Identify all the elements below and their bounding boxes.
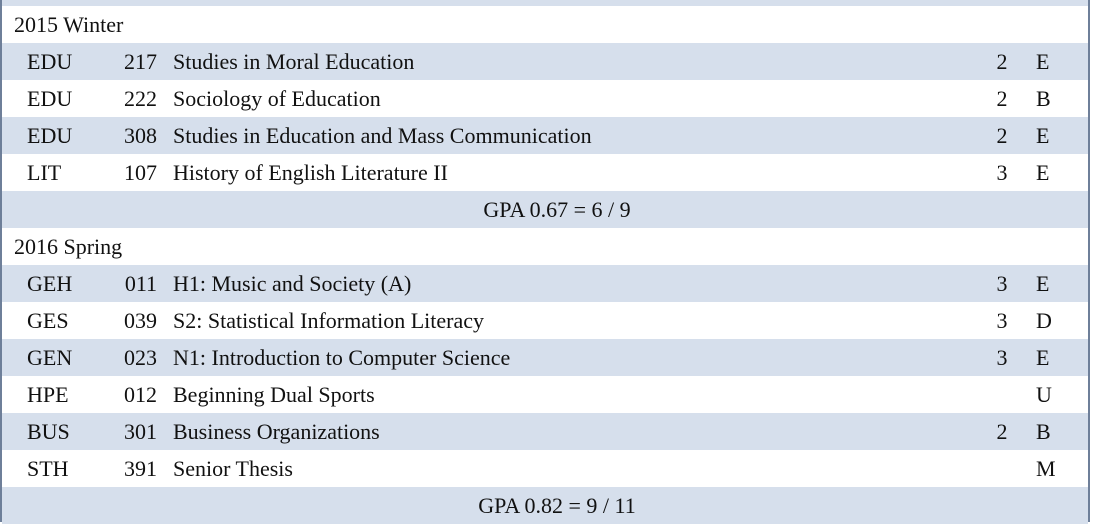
gpa-summary-row: GPA 0.82 = 9 / 11 <box>2 487 1088 524</box>
course-title: Studies in Education and Mass Communicat… <box>173 122 592 148</box>
course-number: 012 <box>124 381 157 407</box>
top-band <box>2 0 1088 6</box>
course-row: HPE 012 Beginning Dual Sports U <box>2 376 1088 413</box>
course-credits: 2 <box>996 48 1008 74</box>
course-credits: 3 <box>996 270 1008 296</box>
course-number: 107 <box>124 159 157 185</box>
course-dept: STH <box>27 455 69 481</box>
gpa-summary: GPA 0.82 = 9 / 11 <box>478 492 636 518</box>
course-title: History of English Literature II <box>173 159 448 185</box>
course-title: S2: Statistical Information Literacy <box>173 307 484 333</box>
course-row: EDU 217 Studies in Moral Education 2 E <box>2 43 1088 80</box>
course-grade: E <box>1036 122 1050 148</box>
course-dept: GEH <box>27 270 73 296</box>
course-number: 217 <box>124 48 157 74</box>
course-dept: GEN <box>27 344 73 370</box>
course-grade: B <box>1036 85 1051 111</box>
course-number: 391 <box>124 455 157 481</box>
course-row: STH 391 Senior Thesis M <box>2 450 1088 487</box>
course-number: 039 <box>124 307 157 333</box>
course-dept: EDU <box>27 85 73 111</box>
course-number: 222 <box>124 85 157 111</box>
gpa-summary: GPA 0.67 = 6 / 9 <box>483 196 631 222</box>
course-title: Beginning Dual Sports <box>173 381 375 407</box>
course-dept: GES <box>27 307 69 333</box>
course-title: Studies in Moral Education <box>173 48 415 74</box>
term-header-row: 2016 Spring <box>2 228 1088 265</box>
course-credits: 3 <box>996 307 1008 333</box>
term-label: 2016 Spring <box>14 233 123 259</box>
course-number: 023 <box>124 344 157 370</box>
course-row: EDU 222 Sociology of Education 2 B <box>2 80 1088 117</box>
course-row: BUS 301 Business Organizations 2 B <box>2 413 1088 450</box>
gpa-summary-row: GPA 0.67 = 6 / 9 <box>2 191 1088 228</box>
course-credits: 2 <box>996 418 1008 444</box>
course-title: Senior Thesis <box>173 455 293 481</box>
course-title: Business Organizations <box>173 418 380 444</box>
course-credits: 2 <box>996 85 1008 111</box>
course-grade: D <box>1036 307 1052 333</box>
course-grade: E <box>1036 48 1050 74</box>
course-number: 308 <box>124 122 157 148</box>
course-title: N1: Introduction to Computer Science <box>173 344 511 370</box>
course-row: GEN 023 N1: Introduction to Computer Sci… <box>2 339 1088 376</box>
course-credits: 2 <box>996 122 1008 148</box>
course-number: 011 <box>124 270 157 296</box>
course-grade: B <box>1036 418 1051 444</box>
course-group: EDU 217 Studies in Moral Education 2 E E… <box>2 43 1088 191</box>
course-row: LIT 107 History of English Literature II… <box>2 154 1088 191</box>
course-grade: U <box>1036 381 1052 407</box>
course-row: GES 039 S2: Statistical Information Lite… <box>2 302 1088 339</box>
course-dept: EDU <box>27 122 73 148</box>
term-label: 2015 Winter <box>14 11 124 37</box>
course-group: GEH 011 H1: Music and Society (A) 3 E GE… <box>2 265 1088 487</box>
course-dept: HPE <box>27 381 69 407</box>
course-credits: 3 <box>996 344 1008 370</box>
course-dept: LIT <box>27 159 62 185</box>
course-grade: E <box>1036 159 1050 185</box>
course-credits: 3 <box>996 159 1008 185</box>
course-dept: BUS <box>27 418 70 444</box>
course-grade: E <box>1036 270 1050 296</box>
course-row: GEH 011 H1: Music and Society (A) 3 E <box>2 265 1088 302</box>
course-grade: E <box>1036 344 1050 370</box>
course-dept: EDU <box>27 48 73 74</box>
course-row: EDU 308 Studies in Education and Mass Co… <box>2 117 1088 154</box>
term-header-row: 2015 Winter <box>2 6 1088 43</box>
course-number: 301 <box>124 418 157 444</box>
course-grade: M <box>1036 455 1056 481</box>
course-title: Sociology of Education <box>173 85 381 111</box>
course-title: H1: Music and Society (A) <box>173 270 412 296</box>
